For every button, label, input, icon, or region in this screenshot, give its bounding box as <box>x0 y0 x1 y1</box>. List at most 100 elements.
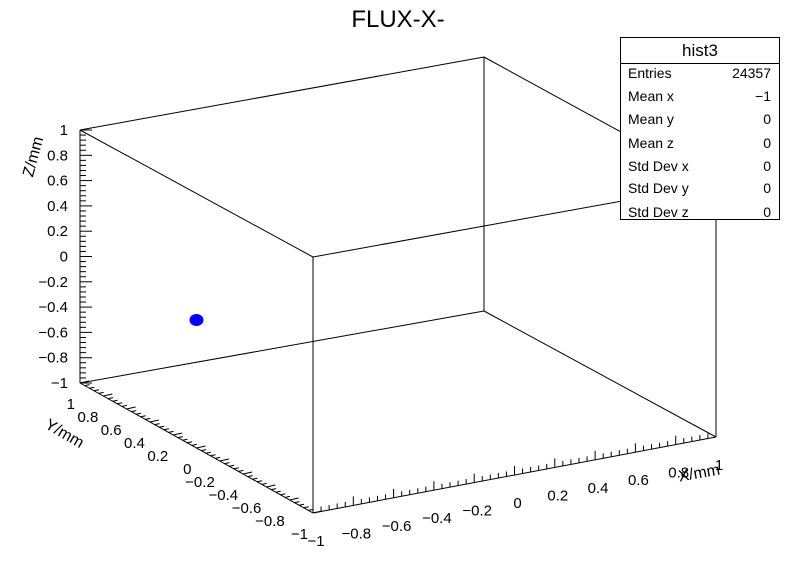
data-point <box>189 314 204 326</box>
y-tick <box>126 406 136 410</box>
y-minor-tick <box>205 451 211 454</box>
y-minor-tick <box>121 404 128 407</box>
stats-row-mean-y: Mean y 0 <box>628 108 771 130</box>
y-minor-tick <box>233 467 239 470</box>
y-tick <box>266 484 276 488</box>
y-tick-label: −0.8 <box>255 513 285 530</box>
y-minor-tick <box>107 397 114 400</box>
stats-box: hist3 Entries 24357 Mean x −1 Mean y 0 Mean z 0… <box>620 37 780 220</box>
z-axis-label: Z/mm <box>20 135 47 179</box>
y-minor-tick <box>308 508 314 511</box>
y-tick <box>149 419 160 423</box>
x-tick-label: 0.6 <box>628 472 649 489</box>
y-minor-tick <box>294 501 300 504</box>
y-tick-label: 0.4 <box>124 435 145 452</box>
y-tick <box>219 458 229 462</box>
stats-row-entries: Entries 24357 <box>628 62 771 84</box>
x-tick-label: 0.4 <box>588 480 609 497</box>
x-tick-label: −0.2 <box>462 503 492 520</box>
x-tick-label: 1 <box>715 457 723 474</box>
z-tick-label: −0.4 <box>38 299 68 316</box>
stats-row-mean-z: Mean z 0 <box>628 132 771 154</box>
y-tick <box>289 497 299 501</box>
y-minor-tick <box>280 493 286 496</box>
y-minor-tick <box>247 475 253 478</box>
y-tick <box>103 393 113 397</box>
y-tick-label: 0.8 <box>77 409 98 426</box>
y-minor-tick <box>284 495 291 498</box>
y-tick <box>173 432 183 436</box>
z-tick-label: −0.6 <box>38 324 68 341</box>
y-minor-tick <box>98 391 104 394</box>
y-tick-label: −0.6 <box>232 500 262 517</box>
x-tick-label: 0 <box>513 495 521 512</box>
y-minor-tick <box>89 386 95 389</box>
y-minor-tick <box>298 503 305 506</box>
y-minor-tick <box>238 469 244 472</box>
y-minor-tick <box>131 410 137 413</box>
z-tick-label: −0.2 <box>38 274 68 291</box>
stats-value: 0 <box>763 158 771 174</box>
y-tick-label: 0.6 <box>101 422 122 439</box>
stats-row-mean-x: Mean x −1 <box>628 85 771 107</box>
stats-row-std-dev-z: Std Dev z 0 <box>628 201 771 223</box>
x-axis-label: X/mm <box>677 462 721 486</box>
stats-value: 0 <box>763 204 771 220</box>
y-minor-tick <box>252 477 258 480</box>
x-tick-label: −0.4 <box>422 510 452 527</box>
y-minor-tick <box>140 415 146 418</box>
y-tick <box>196 445 206 449</box>
z-tick-label: 0.2 <box>47 223 68 240</box>
data-points <box>189 314 204 326</box>
y-minor-tick <box>112 399 118 402</box>
y-minor-tick <box>224 462 230 465</box>
z-tick-label: −0.8 <box>38 350 68 367</box>
y-minor-tick <box>303 506 309 509</box>
y-minor-tick <box>187 441 193 444</box>
box-edge <box>79 310 485 384</box>
stats-label: Entries <box>628 65 672 81</box>
y-minor-tick <box>275 490 281 493</box>
box-edge <box>483 310 717 438</box>
y-minor-tick <box>210 454 216 457</box>
x-tick-label: 0.2 <box>547 487 568 504</box>
z-tick-label: −1 <box>51 375 68 392</box>
box-edge <box>79 56 485 131</box>
z-tick-label: 0.6 <box>47 173 68 190</box>
y-tick-label: −1 <box>291 526 308 543</box>
stats-value: 24357 <box>732 65 771 81</box>
chart-title: FLUX-X- <box>351 6 445 33</box>
y-minor-tick <box>135 412 142 415</box>
y-tick <box>242 471 253 475</box>
y-tick-label: −0.2 <box>185 474 215 491</box>
y-minor-tick <box>229 464 235 467</box>
y-minor-tick <box>168 430 174 433</box>
stats-label: Mean y <box>628 111 674 127</box>
box-edge <box>79 129 314 258</box>
y-minor-tick <box>84 384 90 387</box>
y-minor-tick <box>191 443 197 446</box>
stats-label: Mean x <box>628 88 674 104</box>
y-tick-label: 0.2 <box>147 448 168 465</box>
stats-row-std-dev-x: Std Dev x 0 <box>628 155 771 177</box>
z-axis: −1 −0.8 −0.6 −0.4 −0.2 0 0.2 0.4 0.6 0.8 1 Z/mm <box>20 122 92 392</box>
stats-value: 0 <box>763 111 771 127</box>
y-minor-tick <box>159 425 165 428</box>
z-tick-label: 0 <box>60 249 68 266</box>
y-minor-tick <box>93 389 100 392</box>
y-minor-tick <box>163 428 169 431</box>
z-tick-label: 0.4 <box>47 198 68 215</box>
stats-label: Mean z <box>628 135 674 151</box>
z-tick-label: 1 <box>60 122 68 139</box>
y-tick-label: −0.4 <box>208 487 238 504</box>
x-axis: −1 −0.8 −0.6 −0.4 −0.2 0 0.2 0.4 0.6 0.8 1X/mm <box>307 428 723 550</box>
y-minor-tick <box>177 436 183 439</box>
stats-label: Std Dev y <box>628 180 689 196</box>
y-tick-label: 0 <box>183 461 191 478</box>
y-minor-tick <box>215 456 221 459</box>
stats-label: Std Dev x <box>628 158 689 174</box>
x-tick-label: −0.6 <box>382 518 412 535</box>
z-tick-label: 0.8 <box>47 147 68 164</box>
stats-row-std-dev-y: Std Dev y 0 <box>628 177 771 199</box>
